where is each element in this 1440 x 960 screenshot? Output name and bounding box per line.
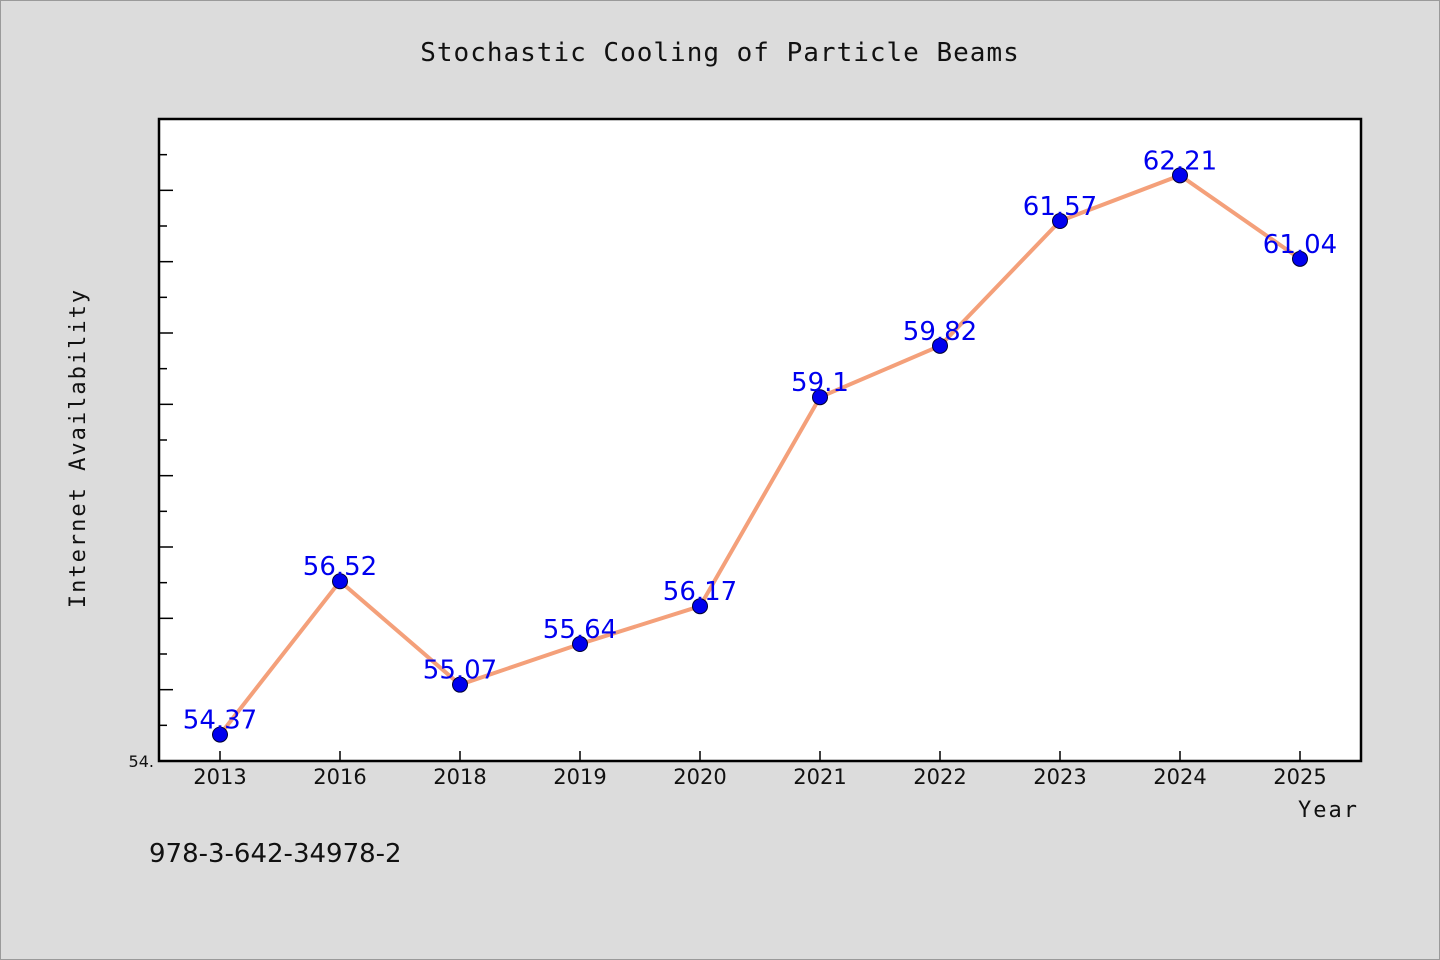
data-point [1292,250,1308,267]
x-tick-label: 2018 [433,765,486,789]
data-point [812,389,828,406]
data-point [1052,213,1068,230]
x-tick-label: 2020 [673,765,726,789]
data-label: 61.57 [1023,192,1097,222]
chart-title: Stochastic Cooling of Particle Beams [420,38,1020,68]
x-tick-label: 2023 [1033,765,1086,789]
y-axis-title: Internet Availability [66,288,91,608]
x-tick-label: 2024 [1153,765,1206,789]
x-tick-label: 2025 [1273,765,1326,789]
data-label: 55.07 [423,656,497,686]
data-label: 54.37 [183,706,257,736]
x-tick-labels: 2013 2016 2018 2019 2020 2021 2022 2023 2024 2025 [193,765,1326,789]
plot-area [157,117,1363,763]
x-tick-label: 2016 [313,765,366,789]
data-point [212,726,228,743]
data-label: 55.64 [543,615,617,645]
x-tick-label: 2013 [193,765,246,789]
y-axis-ticks [159,118,173,762]
data-point [332,573,348,590]
x-tick-label: 2019 [553,765,606,789]
data-point [692,598,708,615]
data-point [1172,167,1188,184]
y-tick-label: 54. [129,752,154,771]
x-tick-label: 2022 [913,765,966,789]
data-point [452,676,468,693]
data-point [572,636,588,653]
data-label: 62.21 [1143,146,1217,176]
data-labels: 54.37 56.52 55.07 55.64 56.17 59.1 59.82 61.57 6… [183,146,1337,735]
data-label: 59.82 [903,317,977,347]
data-point [932,337,948,354]
x-axis-ticks [219,751,1301,761]
data-label: 61.04 [1263,230,1337,260]
data-label: 56.52 [303,552,377,582]
data-label: 56.17 [663,577,737,607]
data-markers [212,167,1308,743]
footnote: 978-3-642-34978-2 [149,839,402,869]
x-tick-label: 2021 [793,765,846,789]
x-axis-title: Year [1298,798,1359,823]
data-label: 59.1 [791,368,849,398]
series-line [218,173,1302,736]
